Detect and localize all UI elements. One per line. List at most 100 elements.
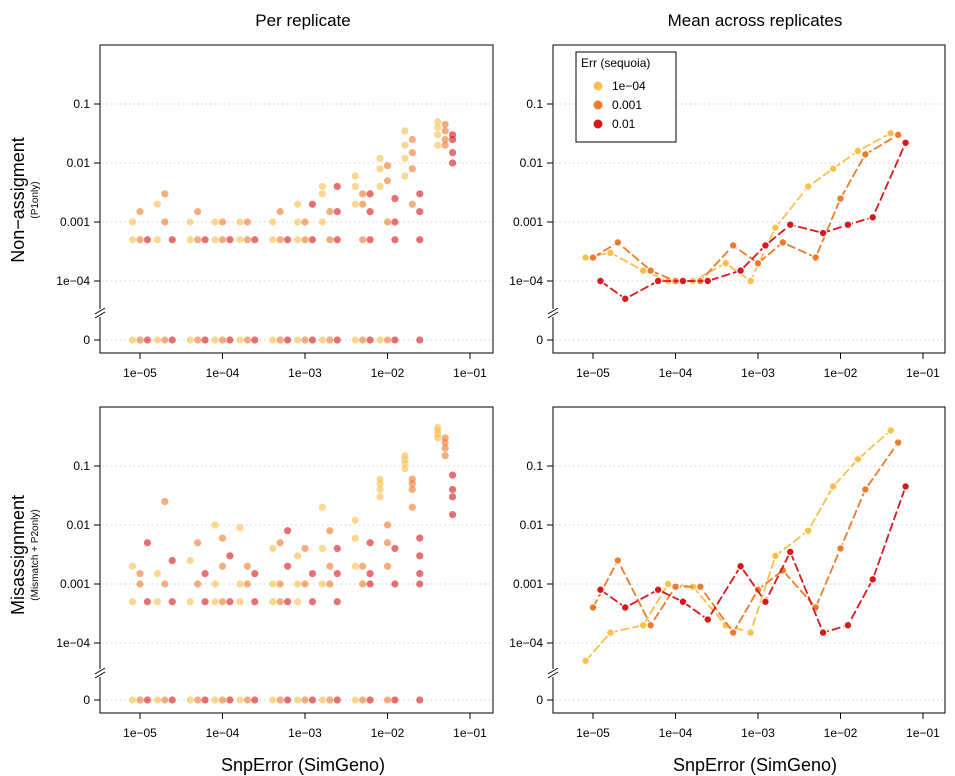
tl-point-0.01 — [391, 236, 399, 244]
tr-point-1e-04 — [581, 253, 590, 262]
bl-point-0.001 — [408, 475, 416, 483]
br-point-0.001 — [588, 603, 598, 612]
bl-point-1e-04 — [236, 696, 244, 704]
bl-point-0.001 — [194, 539, 202, 547]
bl-point-0.001 — [218, 598, 227, 606]
bl-point-0.001 — [136, 696, 144, 704]
bl-point-0.001 — [194, 696, 202, 704]
tl-point-0.01 — [308, 200, 317, 208]
br-point-1e-04 — [828, 482, 838, 491]
row-label-nonassignment-main: Non−assigment — [8, 137, 28, 263]
bl-ytick-label-4: 0.1 — [73, 459, 90, 473]
tl-point-1e-04 — [186, 218, 194, 226]
bl-point-1e-04 — [376, 475, 384, 483]
bl-point-0.01 — [168, 556, 176, 565]
bl-point-0.01 — [391, 696, 399, 704]
tl-point-0.01 — [168, 236, 176, 244]
bl-point-0.001 — [301, 544, 309, 553]
br-point-0.01 — [843, 620, 853, 630]
bl-point-0.01 — [448, 511, 457, 519]
bl-point-0.001 — [301, 580, 309, 588]
tl-point-0.001 — [194, 336, 202, 344]
bl-point-0.01 — [168, 696, 176, 704]
tr-ytick-label-4: 0.1 — [526, 97, 543, 111]
br-point-1e-04 — [581, 656, 590, 666]
tr-ytick-label-3: 0.01 — [520, 156, 544, 170]
bl-point-1e-04 — [318, 580, 327, 588]
tl-point-0.01 — [251, 236, 259, 244]
bl-point-0.001 — [218, 534, 227, 542]
bl-axis-break-gap — [94, 669, 106, 677]
bl-point-1e-04 — [236, 580, 244, 588]
legend-marker-0.01 — [593, 119, 603, 129]
panel-mean-misassignment: 0 1e−04 0.001 0.01 0.1 1e−05 1e−04 1e−03 1e−02 1e… — [509, 406, 946, 740]
bl-point-1e-04 — [269, 598, 277, 606]
bl-point-0.001 — [441, 452, 449, 460]
tl-point-0.01 — [448, 149, 457, 157]
tr-point-0.001 — [588, 253, 598, 262]
tl-point-1e-04 — [351, 336, 359, 344]
bl-point-0.001 — [301, 696, 309, 704]
row-label-nonassignment-sub: (P1only) — [30, 181, 41, 218]
bl-ytick-label-3: 0.01 — [67, 518, 91, 532]
tl-point-1e-04 — [434, 131, 442, 139]
bl-axis-break-mark — [94, 671, 106, 679]
br-xtick-label-4: 1e−01 — [906, 726, 940, 740]
br-point-1e-04 — [746, 628, 755, 638]
tl-point-0.01 — [226, 236, 234, 244]
br-point-0.001 — [646, 620, 656, 630]
br-point-0.01 — [596, 585, 605, 595]
tr-point-0.001 — [836, 194, 845, 203]
bl-xtick-label-1: 1e−04 — [206, 726, 240, 740]
tl-point-0.01 — [283, 236, 292, 244]
tl-ytick-label-0: 0 — [83, 333, 90, 347]
br-point-0.01 — [818, 628, 828, 638]
tl-point-0.001 — [441, 141, 449, 149]
tl-point-0.001 — [218, 336, 227, 344]
tr-point-1e-04 — [638, 266, 648, 276]
bl-point-0.01 — [226, 552, 234, 560]
tl-point-1e-04 — [401, 154, 409, 162]
br-ytick-label-4: 0.1 — [526, 459, 543, 473]
tl-point-0.001 — [383, 162, 392, 170]
tr-line-1e-04 — [585, 132, 892, 283]
bl-point-0.01 — [366, 570, 374, 578]
br-point-0.001 — [836, 544, 845, 553]
tl-point-0.001 — [136, 236, 144, 244]
bl-point-0.001 — [161, 580, 169, 588]
tl-point-1e-04 — [318, 190, 327, 198]
tr-xtick-label-3: 1e−02 — [824, 366, 858, 380]
panel-mean-nonassignment: 0 1e−04 0.001 0.01 0.1 1e−05 1e−04 1e−03 1e−02 1e… — [509, 44, 946, 380]
tr-point-0.01 — [843, 220, 853, 230]
tl-point-0.001 — [218, 236, 227, 244]
br-point-0.01 — [620, 603, 630, 612]
tl-point-0.001 — [383, 336, 392, 344]
tl-point-0.001 — [136, 208, 144, 216]
tl-point-1e-04 — [293, 200, 302, 208]
bl-point-0.001 — [326, 696, 334, 704]
br-point-0.01 — [785, 547, 795, 557]
br-point-0.001 — [860, 485, 870, 494]
tl-point-1e-04 — [318, 336, 327, 344]
tl-point-0.01 — [308, 336, 317, 344]
tl-point-0.01 — [168, 336, 176, 344]
tl-axis-break-mark — [94, 311, 106, 319]
bl-point-0.001 — [359, 580, 367, 588]
bl-point-0.001 — [383, 539, 392, 547]
tl-ytick-label-3: 0.01 — [67, 156, 91, 170]
bl-point-0.01 — [391, 580, 399, 588]
legend-marker-1e-04 — [593, 81, 603, 91]
tr-xtick-label-4: 1e−01 — [906, 366, 940, 380]
tl-point-0.001 — [276, 336, 284, 344]
column-title-mean: Mean across replicates — [668, 11, 843, 30]
tl-point-0.001 — [136, 336, 144, 344]
br-point-1e-04 — [886, 426, 896, 435]
bl-point-1e-04 — [236, 524, 244, 532]
tl-point-0.01 — [366, 208, 374, 216]
bl-point-0.01 — [416, 570, 424, 578]
br-line-0.01 — [599, 486, 907, 634]
tr-point-1e-04 — [721, 258, 731, 268]
tl-point-1e-04 — [236, 336, 244, 344]
tl-point-0.001 — [441, 127, 449, 135]
bl-point-0.001 — [276, 580, 284, 588]
